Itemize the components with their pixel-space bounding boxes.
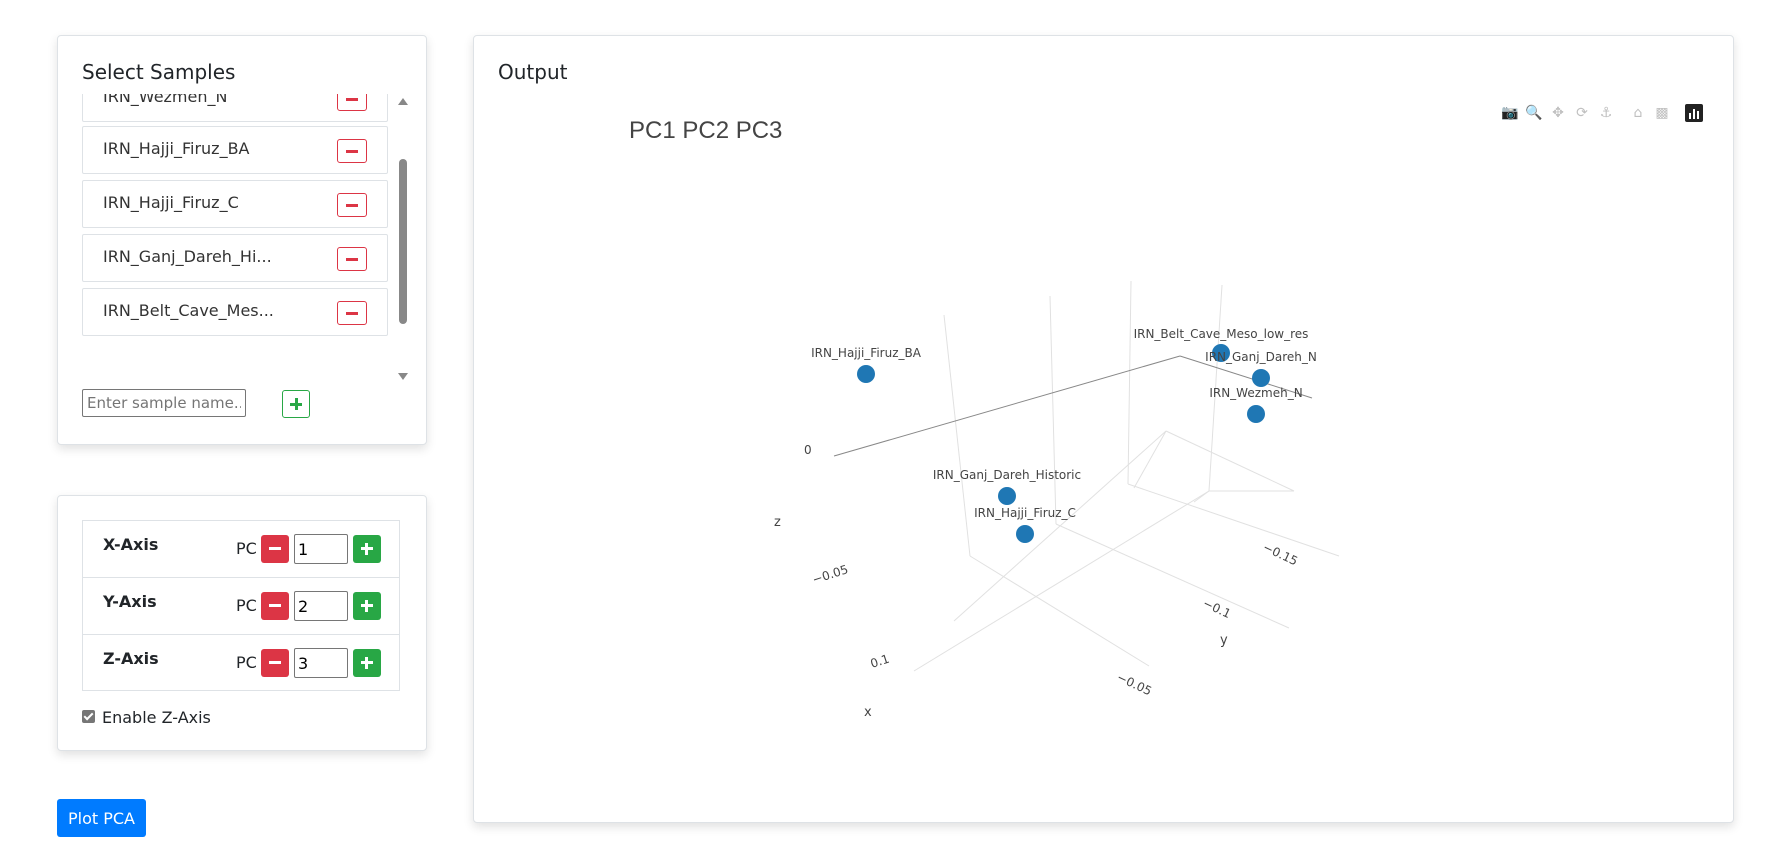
- sample-item: IRN_Ganj_Dareh_Hi...: [82, 234, 388, 282]
- plot-gridlines: [913, 280, 1340, 672]
- sample-item: IRN_Hajji_Firuz_C: [82, 180, 388, 228]
- z-axis-row: Z-Axis PC: [83, 635, 399, 692]
- remove-sample-button[interactable]: [337, 139, 367, 163]
- z-axis-increment-button[interactable]: [353, 649, 381, 677]
- enable-z-axis-checkbox[interactable]: [82, 710, 95, 723]
- output-title: Output: [498, 60, 568, 84]
- turntable-rotation-icon[interactable]: ⚓: [1599, 105, 1613, 121]
- y-axis-pc-input[interactable]: [294, 591, 348, 621]
- sample-label: IRN_Hajji_Firuz_BA: [103, 139, 250, 158]
- y-axis-label: Y-Axis: [103, 592, 157, 611]
- x-axis-increment-button[interactable]: [353, 535, 381, 563]
- sample-label: IRN_Ganj_Dareh_Hi...: [103, 247, 272, 266]
- remove-sample-button[interactable]: [337, 94, 367, 111]
- x-axis-label: X-Axis: [103, 535, 159, 554]
- point-label: IRN_Hajji_Firuz_BA: [811, 346, 922, 360]
- x-axis-title: x: [864, 705, 872, 720]
- plot-pca-button[interactable]: Plot PCA: [57, 799, 146, 837]
- enable-z-axis-label[interactable]: Enable Z-Axis: [102, 708, 211, 727]
- pc-prefix: PC: [236, 596, 257, 615]
- data-point[interactable]: [857, 365, 875, 383]
- plotly-logo-icon[interactable]: [1685, 104, 1703, 122]
- z-tick-label: 0: [804, 443, 812, 457]
- z-axis-decrement-button[interactable]: [261, 649, 289, 677]
- y-axis-title: y: [1220, 633, 1228, 648]
- x-axis-decrement-button[interactable]: [261, 535, 289, 563]
- plus-icon: [290, 398, 302, 410]
- remove-sample-button[interactable]: [337, 193, 367, 217]
- z-axis-pc-input[interactable]: [294, 648, 348, 678]
- y-tick-label: −0.05: [1115, 670, 1154, 698]
- sample-item: IRN_Hajji_Firuz_BA: [82, 126, 388, 174]
- plot-title: PC1 PC2 PC3: [629, 117, 782, 144]
- sample-label: IRN_Hajji_Firuz_C: [103, 193, 239, 212]
- remove-sample-button[interactable]: [337, 301, 367, 325]
- select-samples-card: Select Samples IRN_Wezmeh_N IRN_Hajji_Fi…: [57, 35, 427, 445]
- output-card: Output 📷 🔍 ✥ ⟳ ⚓ ⌂ ▩ PC1 PC2 PC3: [473, 35, 1734, 823]
- camera-view-icon[interactable]: ▩: [1655, 105, 1669, 121]
- data-point[interactable]: [998, 487, 1016, 505]
- add-sample-button[interactable]: [282, 390, 310, 418]
- scroll-thumb[interactable]: [399, 159, 407, 324]
- point-label: IRN_Ganj_Dareh_Historic: [933, 468, 1081, 482]
- select-samples-title: Select Samples: [82, 60, 236, 84]
- point-label: IRN_Wezmeh_N: [1209, 386, 1302, 400]
- plot-axis-lines: [833, 355, 1313, 457]
- scroll-up-arrow-icon[interactable]: [398, 98, 408, 105]
- remove-sample-button[interactable]: [337, 247, 367, 271]
- point-labels: IRN_Hajji_Firuz_BA IRN_Belt_Cave_Meso_lo…: [811, 327, 1317, 520]
- y-axis-row: Y-Axis PC: [83, 578, 399, 635]
- pan-icon[interactable]: ✥: [1552, 105, 1564, 121]
- y-axis-decrement-button[interactable]: [261, 592, 289, 620]
- y-axis-increment-button[interactable]: [353, 592, 381, 620]
- point-label: IRN_Hajji_Firuz_C: [974, 506, 1076, 520]
- plot-points: [857, 344, 1270, 543]
- pc-prefix: PC: [236, 653, 257, 672]
- sample-label: IRN_Wezmeh_N: [103, 94, 228, 106]
- sample-item: IRN_Wezmeh_N: [82, 94, 388, 122]
- sample-item: IRN_Belt_Cave_Mes...: [82, 288, 388, 336]
- data-point[interactable]: [1016, 525, 1034, 543]
- data-point[interactable]: [1252, 369, 1270, 387]
- y-tick-label: −0.1: [1201, 596, 1233, 621]
- pc-prefix: PC: [236, 539, 257, 558]
- z-axis-label: Z-Axis: [103, 649, 159, 668]
- zoom-icon[interactable]: 🔍: [1525, 105, 1543, 121]
- plot-modebar: 📷 🔍 ✥ ⟳ ⚓ ⌂ ▩: [1501, 104, 1703, 122]
- point-label: IRN_Ganj_Dareh_N: [1205, 350, 1317, 364]
- samples-scrollbar[interactable]: [394, 94, 412, 384]
- sample-label: IRN_Belt_Cave_Mes...: [103, 301, 274, 320]
- z-axis-title: z: [774, 515, 781, 530]
- x-axis-row: X-Axis PC: [83, 521, 399, 578]
- camera-icon[interactable]: 📷: [1501, 105, 1519, 121]
- orbit-rotation-icon[interactable]: ⟳: [1576, 105, 1588, 121]
- axis-table: X-Axis PC Y-Axis PC Z-Axis PC: [82, 520, 400, 691]
- data-point[interactable]: [1212, 344, 1230, 362]
- z-tick-label: −0.05: [811, 562, 850, 587]
- reset-camera-icon[interactable]: ⌂: [1633, 105, 1643, 121]
- data-point[interactable]: [1247, 405, 1265, 423]
- scroll-down-arrow-icon[interactable]: [398, 373, 408, 380]
- x-axis-pc-input[interactable]: [294, 534, 348, 564]
- point-label: IRN_Belt_Cave_Meso_low_res: [1134, 327, 1309, 341]
- pca-3d-plot[interactable]: PC1 PC2 PC3 0 −0.05 0.1 −0.05 −0.1 −0.1: [474, 36, 1733, 822]
- sample-name-input[interactable]: [82, 389, 246, 417]
- samples-list[interactable]: IRN_Wezmeh_N IRN_Hajji_Firuz_BA IRN_Hajj…: [82, 94, 412, 384]
- x-tick-label: 0.1: [869, 652, 891, 671]
- y-tick-label: −0.15: [1261, 540, 1300, 568]
- axis-selection-card: X-Axis PC Y-Axis PC Z-Axis PC Enable Z-A…: [57, 495, 427, 751]
